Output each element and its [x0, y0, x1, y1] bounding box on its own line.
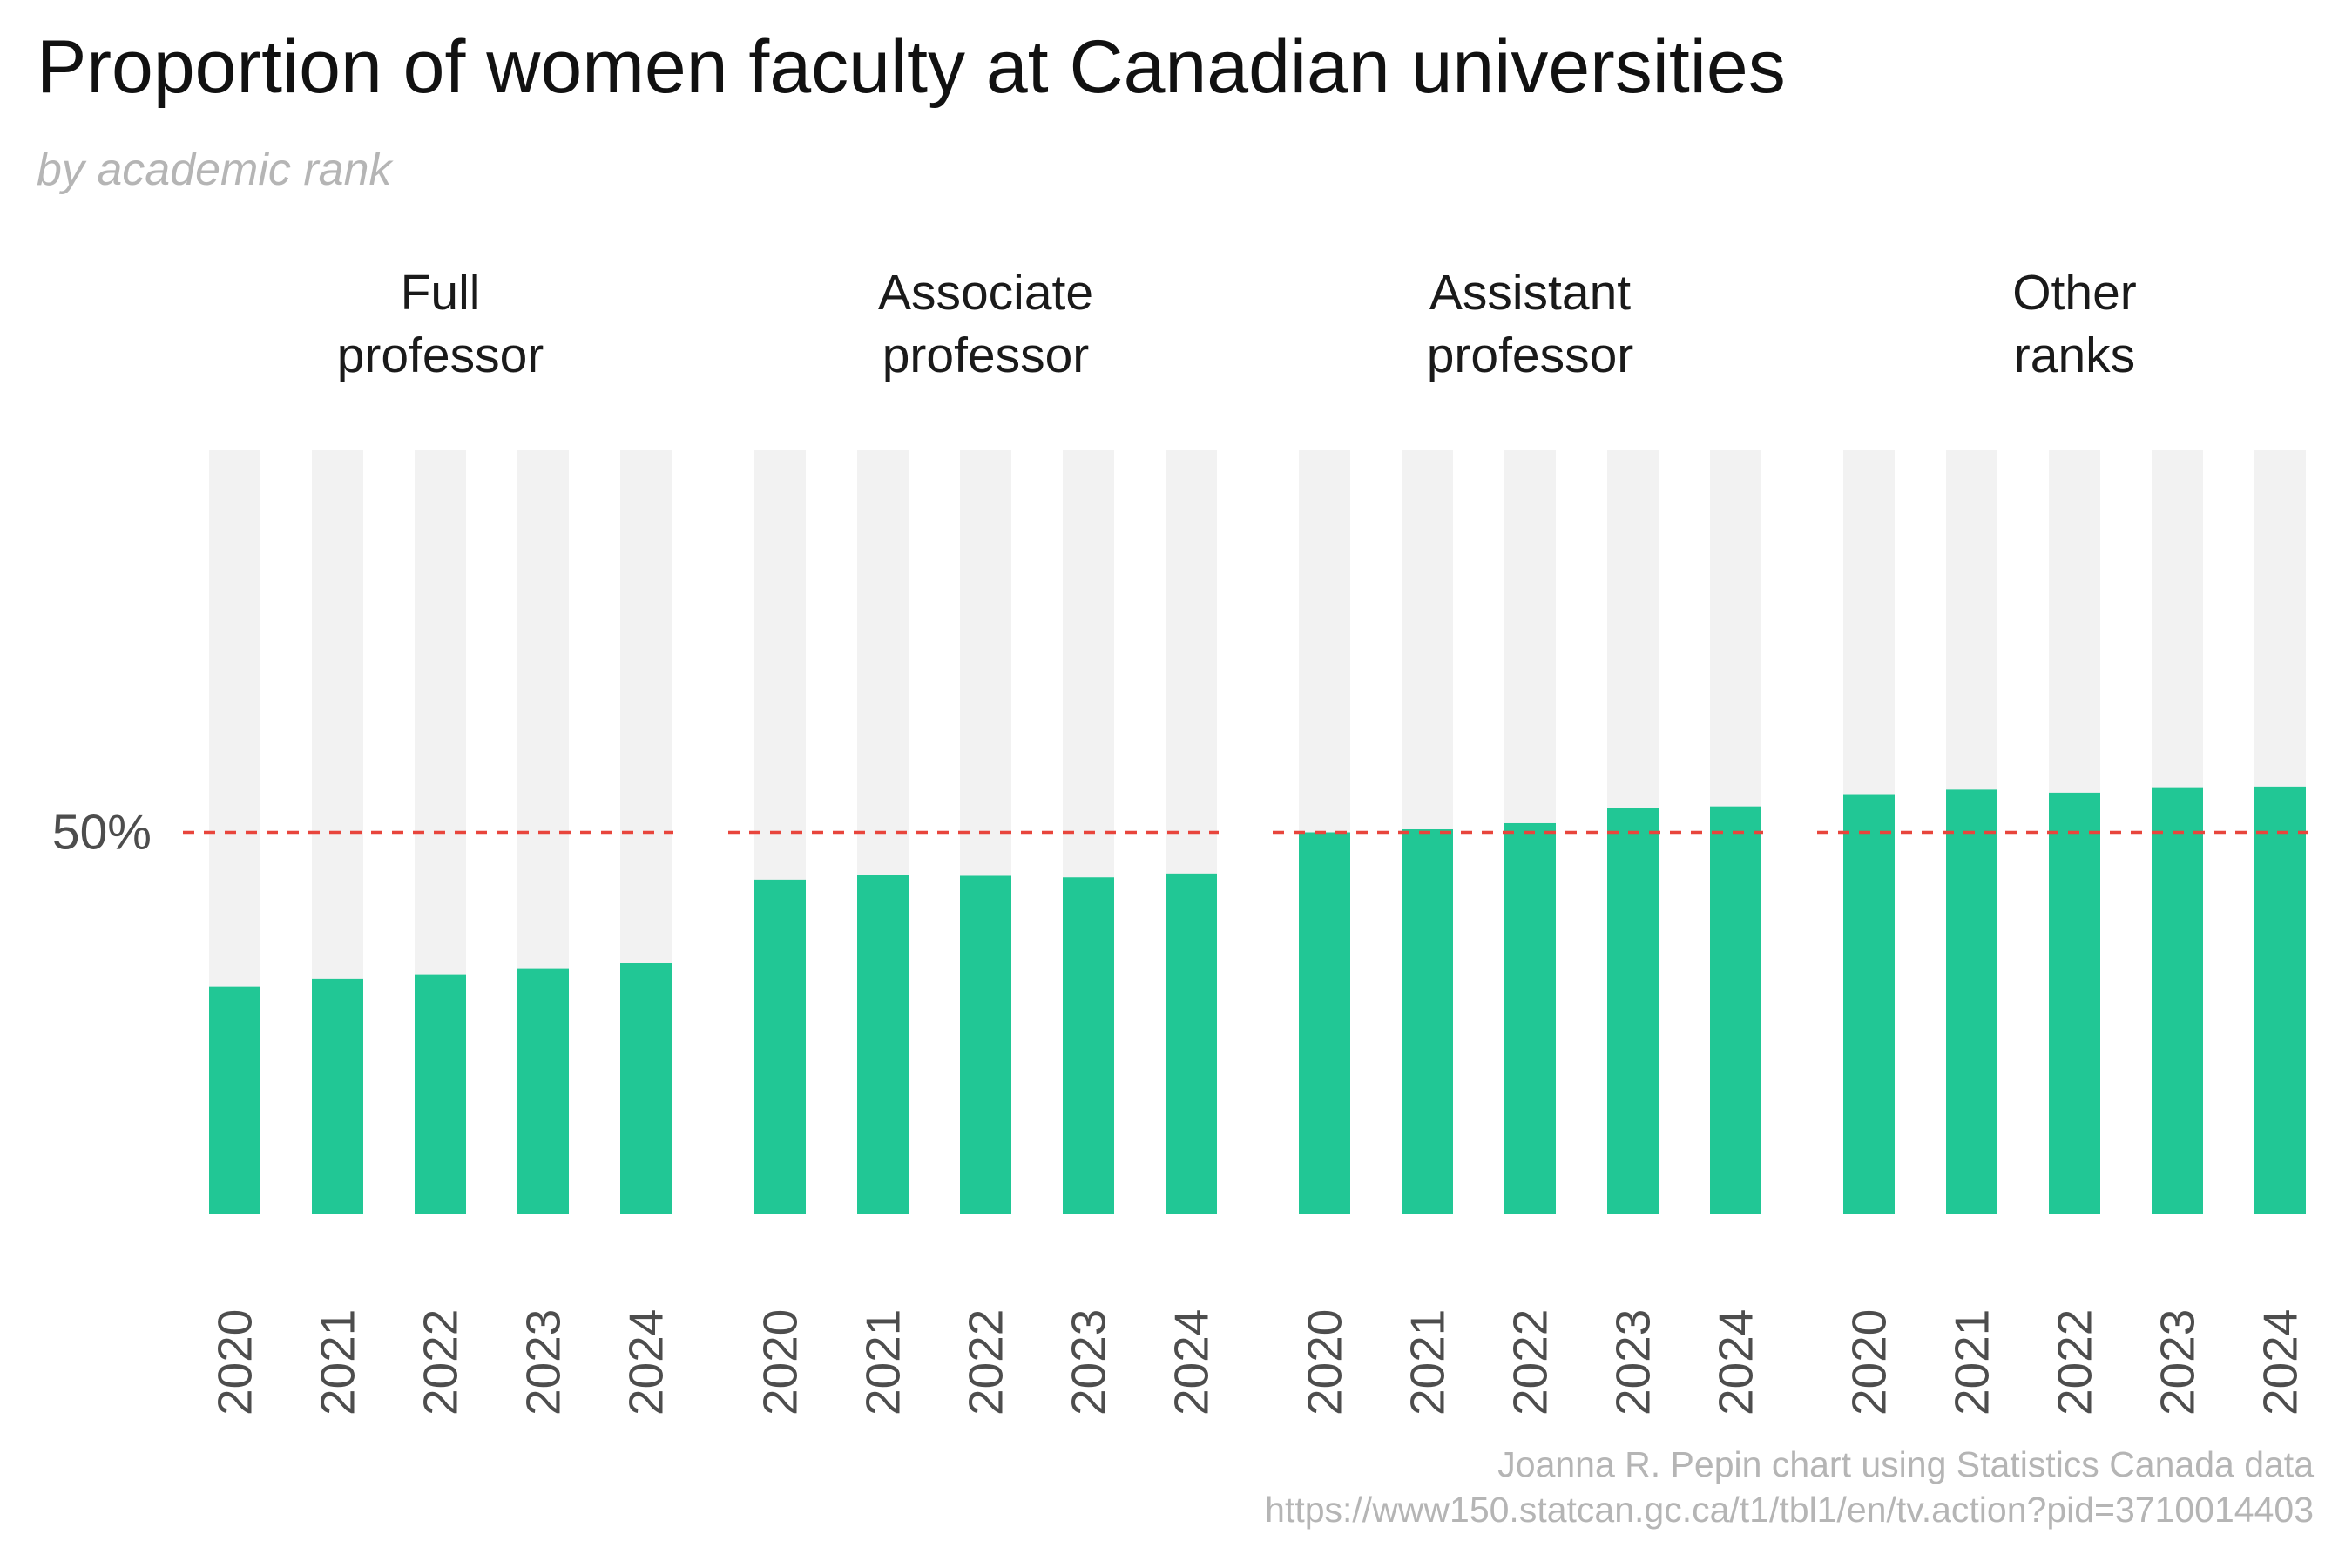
data-bar: [620, 963, 672, 1214]
data-bar: [415, 974, 466, 1214]
data-bar: [1710, 806, 1761, 1214]
facet-label-line: Assistant: [1429, 265, 1631, 321]
x-tick-label: 2023: [2151, 1309, 2205, 1416]
data-bar: [209, 986, 260, 1214]
data-bar: [2049, 792, 2100, 1214]
data-bar: [1607, 808, 1659, 1214]
caption-credit: Joanna R. Pepin chart using Statistics C…: [1497, 1444, 2314, 1484]
facet-label-line: Other: [2012, 265, 2137, 321]
x-tick-label: 2022: [2048, 1309, 2102, 1416]
x-tick-label: 2021: [856, 1309, 910, 1416]
chart-title: Proportion of women faculty at Canadian …: [37, 25, 1786, 109]
chart-caption: Joanna R. Pepin chart using Statistics C…: [1265, 1442, 2314, 1533]
data-bar: [754, 879, 806, 1214]
data-bar: [1946, 789, 1997, 1214]
facet-label: Assistant professor: [1427, 265, 1634, 383]
facet-label-line: Full: [401, 265, 481, 321]
x-tick-label: 2022: [1504, 1309, 1558, 1416]
chart-subtitle: by academic rank: [37, 145, 392, 195]
data-bar: [1063, 877, 1114, 1214]
facet-label-line: ranks: [2014, 328, 2135, 383]
facet-label: Associate professor: [878, 265, 1093, 383]
facet-label-line: professor: [1427, 328, 1634, 383]
x-tick-label: 2020: [754, 1309, 808, 1416]
x-tick-label: 2022: [414, 1309, 468, 1416]
x-tick-label: 2020: [208, 1309, 262, 1416]
x-tick-label: 2024: [1165, 1309, 1219, 1416]
x-tick-label: 2024: [2254, 1309, 2308, 1416]
x-tick-label: 2021: [1401, 1309, 1455, 1416]
x-tick-label: 2024: [1709, 1309, 1763, 1416]
data-bar: [960, 875, 1011, 1214]
data-bar: [517, 968, 569, 1214]
x-tick-label: 2024: [619, 1309, 673, 1416]
caption-source-url: https://www150.statcan.gc.ca/t1/tbl1/en/…: [1265, 1490, 2314, 1531]
x-tick-label: 2023: [1606, 1309, 1660, 1416]
facet-label: Full professor: [337, 265, 544, 383]
data-bar: [1299, 832, 1350, 1214]
facet-label-line: professor: [882, 328, 1090, 383]
x-tick-label: 2020: [1298, 1309, 1352, 1416]
x-tick-label: 2021: [1945, 1309, 1999, 1416]
data-bar: [1402, 828, 1453, 1214]
data-bar: [2152, 787, 2203, 1214]
x-tick-label: 2020: [1842, 1309, 1896, 1416]
data-bar: [2254, 786, 2306, 1214]
facet-label-line: professor: [337, 328, 544, 383]
data-bar: [312, 978, 363, 1214]
facet-label: Other ranks: [2012, 265, 2137, 383]
facet-label-line: Associate: [878, 265, 1093, 321]
data-bar: [1166, 873, 1217, 1214]
data-bar: [1504, 822, 1556, 1214]
y-tick-label: 50%: [52, 805, 152, 861]
x-tick-label: 2023: [517, 1309, 571, 1416]
x-tick-label: 2022: [959, 1309, 1013, 1416]
x-tick-label: 2023: [1062, 1309, 1116, 1416]
x-tick-label: 2021: [311, 1309, 365, 1416]
data-bar: [857, 875, 909, 1214]
data-bar: [1843, 794, 1895, 1214]
